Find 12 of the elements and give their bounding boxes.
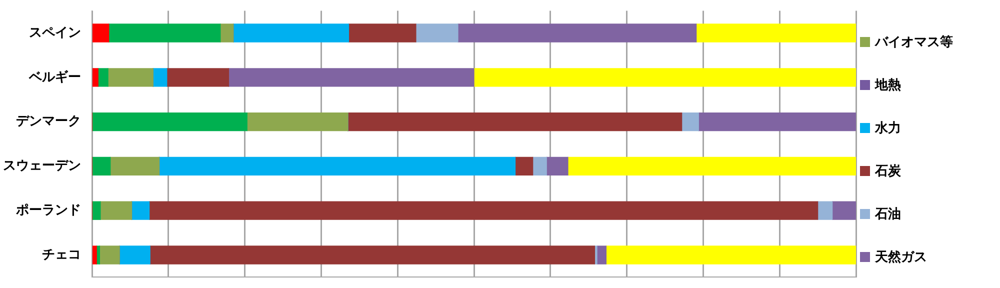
- y-tick-label: チェコ: [42, 247, 81, 262]
- legend-label: バイオマス等: [875, 34, 953, 50]
- legend-label: 石油: [875, 206, 901, 222]
- legend-label: 天然ガス: [875, 248, 927, 266]
- legend-label: 水力: [875, 120, 901, 136]
- legend-label: 地熱: [875, 76, 901, 94]
- y-tick-label: デンマーク: [16, 114, 81, 130]
- y-tick-label: ベルギー: [28, 70, 81, 85]
- y-tick-label: スウェーデン: [3, 158, 81, 174]
- legend-label: 石炭: [875, 162, 901, 180]
- y-tick-label: ポーランド: [15, 202, 81, 218]
- y-tick-label: スペイン: [29, 25, 81, 40]
